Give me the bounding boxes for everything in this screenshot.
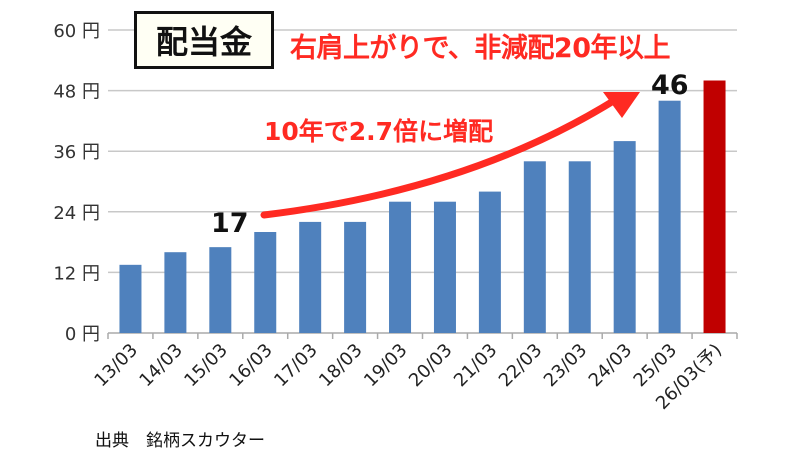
bar [344,221,367,333]
arrow-head-icon [603,92,640,118]
x-tick-label: 19/03 [360,340,412,392]
bar [613,141,636,333]
growth-arrow [260,96,619,219]
growth-annotation: 10年で2.7倍に増配 [264,117,494,146]
bar [523,161,546,333]
x-tick-label: 17/03 [270,340,322,392]
x-tick-label: 15/03 [180,340,232,392]
bar [209,247,232,333]
bar [433,201,456,333]
x-tick-label: 23/03 [540,340,592,392]
x-tick-label: 21/03 [450,340,502,392]
data-label-end: 46 [651,70,689,101]
y-tick-label: 60 円 [53,21,100,42]
x-tick-label: 24/03 [585,340,637,392]
bar [658,100,681,333]
chart-title: 配当金 [134,11,274,69]
bar [568,161,591,333]
bar [478,191,501,333]
y-tick-label: 12 円 [53,263,100,284]
x-tick-label: 22/03 [495,340,547,392]
chart-subtitle: 右肩上がりで、非減配20年以上 [290,33,671,64]
bar [703,80,726,333]
bar [254,232,277,333]
y-tick-label: 24 円 [53,203,100,224]
x-tick-label: 16/03 [225,340,277,392]
x-tick-label: 18/03 [315,340,367,392]
bar [119,264,142,333]
bar [389,201,412,333]
y-tick-label: 48 円 [53,82,100,103]
data-label-start: 17 [211,208,249,239]
x-tick-label: 20/03 [405,340,457,392]
source-note: 出典 銘柄スカウター [95,431,265,451]
y-tick-label: 36 円 [53,142,100,163]
bar [164,252,187,333]
x-tick-label: 14/03 [135,340,187,392]
x-tick-label: 13/03 [90,340,142,392]
y-tick-label: 0 円 [65,324,100,345]
bar [299,221,322,333]
